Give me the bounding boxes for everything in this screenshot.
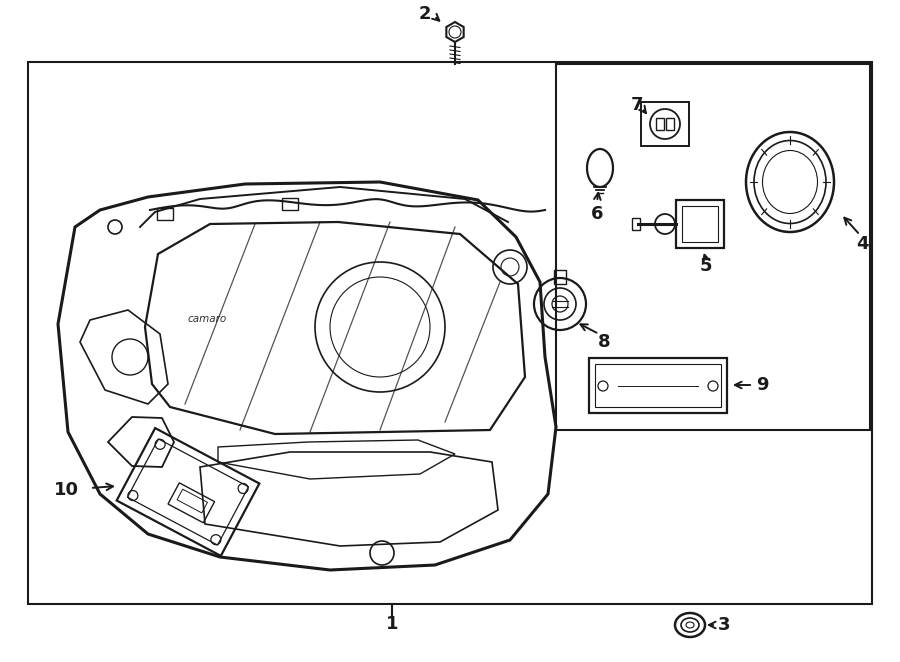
Text: 10: 10 [53,481,78,499]
Text: 1: 1 [386,615,399,633]
Bar [666,118,674,130]
Text: 3: 3 [718,616,730,634]
Text: 5: 5 [700,257,712,275]
Bar [641,102,689,146]
Text: 9: 9 [756,376,769,394]
Bar [682,206,718,242]
Bar [589,358,727,413]
Text: camaro: camaro [188,314,228,324]
Bar [656,118,664,130]
Bar [676,200,724,248]
Bar [554,270,566,284]
Bar [595,364,721,407]
Text: 2: 2 [418,5,431,23]
Text: 6: 6 [590,205,603,223]
Text: 7: 7 [631,96,644,114]
Bar [556,64,870,430]
Text: 4: 4 [856,235,868,253]
Bar [632,218,640,230]
Bar [28,62,872,604]
Text: 8: 8 [598,333,610,351]
Bar [157,208,173,220]
Bar [282,198,298,210]
